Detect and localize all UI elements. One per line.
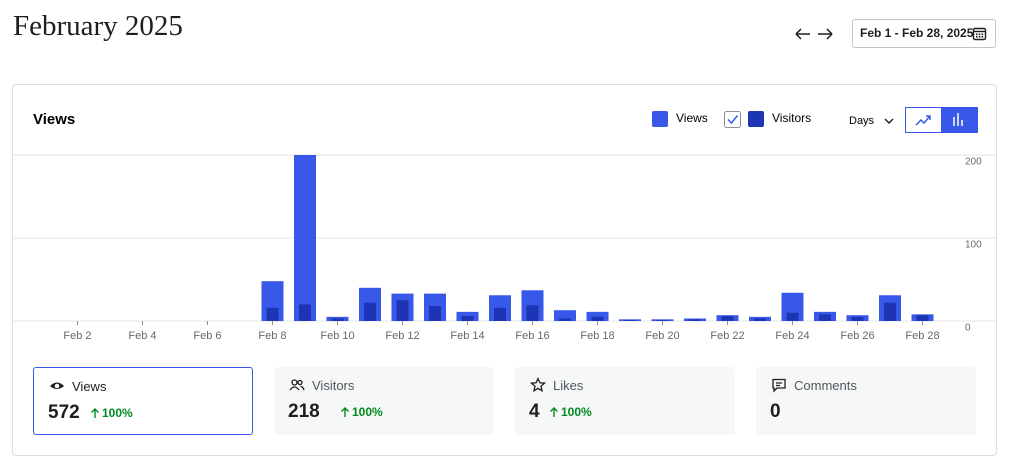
bar (619, 319, 641, 321)
bar (526, 305, 539, 321)
x-tick-label: Feb 16 (515, 330, 549, 342)
legend-swatch (748, 111, 764, 127)
x-tick-label: Feb 24 (775, 330, 809, 342)
y-tick-label: 200 (965, 157, 982, 168)
chart: Views Views Visitors Days 0 100 200 Feb 2 Fe… (12, 107, 997, 342)
up-arrow (341, 407, 349, 417)
bar (851, 316, 864, 321)
y-tick-label: 0 (965, 323, 971, 334)
chart-title: Views (33, 111, 75, 128)
legend-checkbox[interactable] (724, 111, 741, 128)
x-tick-label: Feb 22 (710, 330, 744, 342)
page-title: February 2025 (13, 10, 183, 42)
bar (624, 320, 636, 321)
line-chart-button[interactable] (905, 107, 942, 133)
up-arrow (91, 408, 99, 418)
calendar-icon (972, 27, 987, 41)
x-tick-label: Feb 8 (258, 330, 286, 342)
comment-icon (772, 378, 786, 393)
y-tick-label: 100 (965, 240, 982, 251)
bar (396, 300, 409, 321)
bar (266, 307, 279, 321)
chevron (884, 118, 894, 124)
bar (819, 314, 831, 321)
bar (554, 310, 576, 321)
card-label: Views (72, 379, 107, 394)
bar (364, 302, 376, 321)
card-value: 218 (288, 401, 320, 422)
star-icon (530, 377, 546, 393)
stat-card[interactable]: Comments 0 (756, 367, 976, 435)
bar (331, 318, 344, 321)
card-label: Visitors (312, 378, 355, 393)
x-tick-label: Feb 26 (840, 330, 874, 342)
check-icon (727, 115, 739, 125)
nav-arrows[interactable] (790, 24, 840, 44)
eye-icon (50, 382, 64, 389)
bar (689, 319, 701, 321)
bar (786, 312, 799, 321)
x-tick-label: Feb 18 (580, 330, 614, 342)
up-arrow (550, 407, 558, 417)
bar (294, 155, 316, 321)
bar (884, 302, 896, 321)
stat-card[interactable]: Likes 4 100% (515, 367, 735, 435)
card-label: Comments (794, 378, 857, 393)
x-tick-label: Feb 20 (645, 330, 679, 342)
x-tick-label: Feb 10 (320, 330, 354, 342)
bar (721, 316, 734, 321)
legend-label: Views (676, 111, 708, 125)
date-range-button[interactable]: Feb 1 - Feb 28, 2025 (852, 19, 996, 48)
bar-chart-button[interactable] (941, 107, 978, 133)
bar (591, 316, 604, 321)
line-icon (915, 115, 931, 126)
period-select[interactable]: Days (849, 115, 875, 127)
stat-card[interactable]: Visitors 218 100% (274, 367, 494, 435)
bar-icon (953, 113, 963, 126)
x-tick-label: Feb 12 (385, 330, 419, 342)
card-change: 100% (90, 406, 133, 420)
x-tick-label: Feb 14 (450, 330, 484, 342)
x-tick-label: Feb 4 (128, 330, 156, 342)
date-range: Feb 1 - Feb 28, 2025 (860, 26, 974, 40)
legend-label: Visitors (772, 111, 811, 125)
card-value: 4 (529, 401, 540, 422)
stat-card[interactable]: Views 572 100% (33, 367, 253, 435)
bar (494, 307, 506, 321)
card-change: 100% (340, 405, 383, 419)
card-value: 0 (770, 401, 781, 422)
card-label: Likes (553, 378, 584, 393)
bar (916, 315, 929, 321)
bar (461, 316, 474, 321)
bar (754, 318, 766, 321)
bar (429, 306, 441, 321)
x-tick-label: Feb 6 (193, 330, 221, 342)
bar (559, 318, 571, 321)
stats-panel (12, 84, 997, 456)
bar (656, 320, 669, 321)
legend-swatch (652, 111, 668, 127)
bar (299, 304, 311, 321)
x-tick-label: Feb 28 (905, 330, 939, 342)
x-tick-label: Feb 2 (63, 330, 91, 342)
bar (586, 311, 609, 321)
card-change: 100% (549, 405, 592, 419)
people-icon (289, 379, 305, 391)
card-value: 572 (48, 402, 80, 423)
bar (651, 319, 674, 321)
